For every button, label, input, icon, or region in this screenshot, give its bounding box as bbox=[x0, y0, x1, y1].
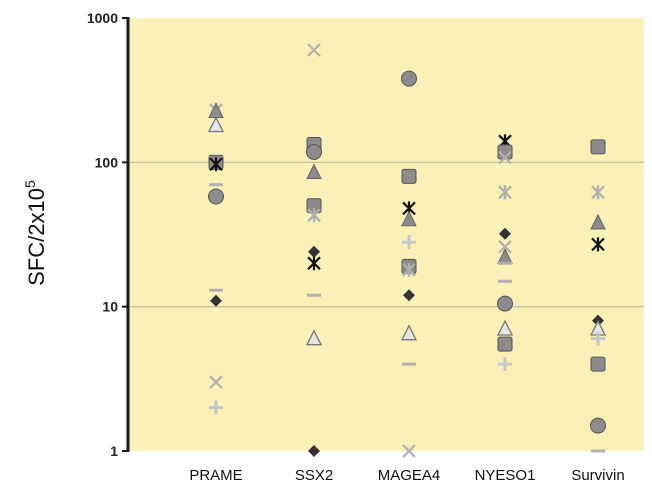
dash-marker bbox=[307, 293, 321, 297]
plus-marker bbox=[402, 235, 416, 250]
y-axis-label-text: SFC/2x10 bbox=[24, 188, 49, 286]
x-marker bbox=[209, 375, 223, 389]
y-tick-label: 10 bbox=[102, 299, 118, 315]
category-label: MAGEA4 bbox=[378, 467, 441, 484]
asterisk-marker bbox=[209, 157, 223, 172]
square-marker bbox=[401, 168, 417, 184]
x-marker bbox=[498, 150, 512, 165]
y-tick-labels: 1 10 100 1000 bbox=[87, 10, 118, 459]
diamond-marker bbox=[210, 294, 222, 307]
asterisk-marker bbox=[591, 237, 605, 252]
diamond-marker bbox=[499, 227, 511, 240]
y-axis-label-superscript: 5 bbox=[22, 180, 38, 188]
dash-marker bbox=[498, 279, 512, 283]
open-triangle-marker bbox=[400, 324, 418, 341]
x-marker bbox=[498, 239, 512, 254]
category-label: NYESO1 bbox=[475, 467, 536, 484]
diamond-marker bbox=[308, 245, 320, 258]
diamond-marker bbox=[403, 289, 415, 302]
category-label: PRAME bbox=[189, 467, 242, 484]
triangle-marker bbox=[590, 213, 606, 230]
circle-marker bbox=[590, 417, 606, 434]
star-marker bbox=[498, 185, 512, 200]
circle-marker bbox=[306, 143, 322, 160]
open-triangle-marker bbox=[496, 319, 514, 336]
plus-marker bbox=[498, 357, 512, 372]
dash-marker bbox=[498, 261, 512, 265]
plus-marker bbox=[209, 400, 223, 415]
dash-marker bbox=[209, 288, 223, 292]
category-label: Survivin bbox=[571, 467, 624, 484]
y-tick-label: 1000 bbox=[87, 10, 118, 26]
star-marker bbox=[402, 262, 416, 277]
data-points bbox=[207, 43, 607, 458]
category-label: SSX2 bbox=[295, 467, 333, 484]
category-labels: PRAME SSX2 MAGEA4 NYESO1 Survivin bbox=[189, 467, 624, 484]
x-marker bbox=[402, 444, 416, 458]
asterisk-marker bbox=[307, 256, 321, 271]
circle-marker bbox=[497, 295, 513, 312]
y-tick-label: 1 bbox=[110, 443, 118, 459]
x-marker bbox=[307, 43, 321, 57]
star-marker bbox=[307, 208, 321, 223]
square-marker bbox=[497, 336, 513, 352]
y-axis-label: SFC/2x105 bbox=[22, 180, 49, 286]
dash-marker bbox=[402, 362, 416, 366]
dash-marker bbox=[591, 449, 605, 453]
circle-marker bbox=[401, 70, 417, 87]
y-tick-label: 100 bbox=[95, 154, 119, 170]
diamond-marker bbox=[308, 445, 320, 457]
dash-marker bbox=[209, 183, 223, 187]
plot-area bbox=[128, 18, 644, 451]
open-triangle-marker bbox=[207, 116, 225, 133]
star-marker bbox=[591, 185, 605, 200]
plus-marker bbox=[591, 331, 605, 346]
square-marker bbox=[590, 356, 606, 372]
circle-marker bbox=[208, 188, 224, 205]
open-triangle-marker bbox=[305, 329, 323, 346]
triangle-marker bbox=[306, 163, 322, 180]
triangle-marker bbox=[401, 210, 417, 227]
square-marker bbox=[590, 139, 606, 155]
